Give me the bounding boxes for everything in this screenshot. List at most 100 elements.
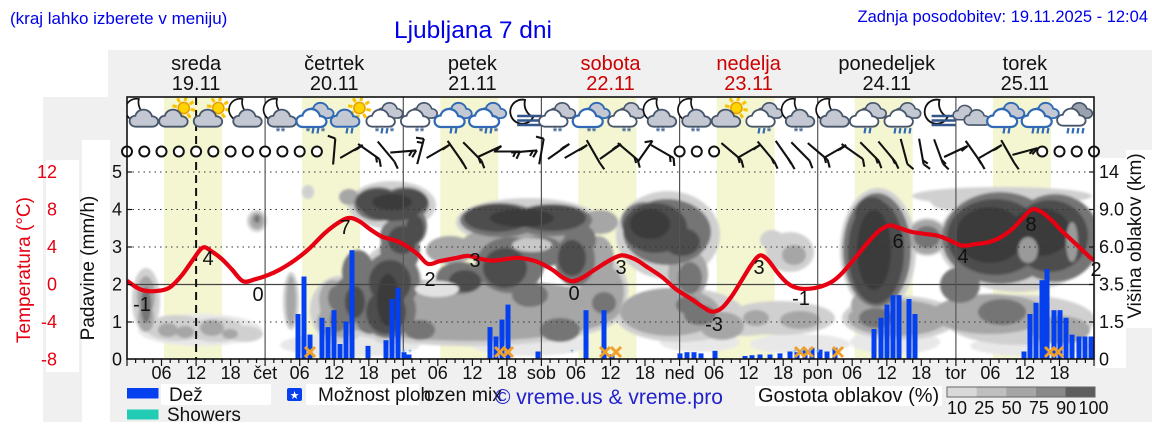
svg-text:2: 2 (1090, 259, 1101, 281)
svg-text:2: 2 (112, 275, 122, 295)
svg-text:23.11: 23.11 (724, 73, 773, 95)
svg-text:0: 0 (47, 275, 57, 295)
svg-text:© vreme.us & vreme.pro: © vreme.us & vreme.pro (495, 386, 723, 409)
svg-text:sreda: sreda (171, 53, 222, 75)
svg-text:06: 06 (842, 363, 862, 383)
svg-text:*: * (415, 126, 420, 138)
svg-text:0: 0 (1099, 350, 1109, 370)
svg-text:*: * (816, 348, 820, 359)
svg-text:12: 12 (877, 363, 897, 383)
svg-text:*: * (661, 126, 666, 138)
svg-text:*: * (479, 126, 484, 138)
svg-text:12: 12 (462, 363, 482, 383)
svg-text:tor: tor (945, 363, 966, 383)
svg-text:sobota: sobota (580, 53, 641, 75)
svg-text:Ljubljana 7 dni: Ljubljana 7 dni (394, 17, 552, 44)
svg-text:50: 50 (1002, 398, 1022, 418)
svg-text:12: 12 (186, 363, 206, 383)
svg-text:3: 3 (615, 257, 626, 279)
svg-text:12: 12 (600, 363, 620, 383)
svg-text:10: 10 (947, 398, 967, 418)
svg-text:18: 18 (497, 363, 517, 383)
svg-text:Showers: Showers (167, 405, 241, 426)
svg-text:*: * (767, 126, 772, 138)
svg-text:06: 06 (704, 363, 724, 383)
svg-text:-1: -1 (133, 294, 151, 316)
svg-text:*: * (375, 126, 380, 138)
svg-text:4: 4 (47, 237, 57, 257)
svg-text:Padavine (mm/h): Padavine (mm/h) (78, 196, 99, 341)
svg-text:100: 100 (1078, 398, 1108, 418)
svg-text:*: * (691, 126, 696, 138)
svg-text:8: 8 (1025, 214, 1036, 236)
svg-text:06: 06 (980, 363, 1000, 383)
svg-text:*: * (656, 126, 661, 138)
svg-text:0: 0 (112, 350, 122, 370)
svg-text:90: 90 (1056, 398, 1076, 418)
svg-text:Višina oblakov (km): Višina oblakov (km) (1125, 153, 1146, 318)
svg-text:*: * (592, 126, 597, 138)
svg-text:*: * (390, 126, 395, 138)
svg-text:*: * (570, 348, 574, 359)
svg-text:ned: ned (665, 363, 695, 383)
svg-text:*: * (793, 348, 797, 359)
svg-text:25: 25 (974, 398, 994, 418)
svg-text:22.11: 22.11 (586, 73, 635, 95)
svg-text:4: 4 (112, 200, 122, 220)
svg-text:6: 6 (892, 231, 903, 253)
svg-text:pet: pet (391, 363, 416, 383)
svg-text:6.0: 6.0 (1099, 237, 1124, 257)
svg-text:*: * (799, 126, 804, 138)
svg-text:Dež: Dež (169, 385, 203, 406)
svg-text:(kraj lahko izberete v meniju): (kraj lahko izberete v meniju) (10, 9, 227, 28)
svg-text:8: 8 (47, 200, 57, 220)
svg-text:12: 12 (739, 363, 759, 383)
svg-text:čet: čet (253, 363, 277, 383)
svg-text:12: 12 (1015, 363, 1035, 383)
svg-text:*: * (408, 348, 412, 359)
svg-text:3: 3 (469, 250, 480, 272)
svg-text:*: * (800, 348, 804, 359)
svg-text:*: * (622, 126, 627, 138)
svg-text:četrtek: četrtek (304, 53, 365, 75)
svg-text:*: * (281, 126, 286, 138)
svg-text:*: * (794, 126, 799, 138)
svg-text:18: 18 (359, 363, 379, 383)
svg-text:*: * (306, 126, 311, 138)
svg-text:18: 18 (911, 363, 931, 383)
svg-text:*: * (321, 126, 326, 138)
svg-text:1.5: 1.5 (1099, 312, 1124, 332)
svg-text:-3: -3 (705, 314, 723, 336)
svg-text:18: 18 (221, 363, 241, 383)
svg-text:3: 3 (112, 237, 122, 257)
svg-text:sob: sob (527, 363, 556, 383)
svg-text:4: 4 (957, 246, 968, 268)
svg-text:25.11: 25.11 (1001, 73, 1050, 95)
svg-text:12: 12 (324, 363, 344, 383)
svg-text:19.11: 19.11 (172, 73, 221, 95)
svg-text:*: * (627, 126, 632, 138)
svg-text:ponedeljek: ponedeljek (838, 53, 936, 75)
svg-text:5: 5 (112, 162, 122, 182)
svg-text:nedelja: nedelja (716, 53, 781, 75)
svg-text:petek: petek (448, 53, 498, 75)
svg-text:ozen mix: ozen mix (424, 384, 502, 406)
svg-text:*: * (587, 126, 592, 138)
svg-text:0: 0 (252, 284, 263, 306)
svg-text:1: 1 (112, 312, 122, 332)
svg-text:06: 06 (290, 363, 310, 383)
svg-text:75: 75 (1029, 398, 1049, 418)
svg-text:Zadnja posodobitev: 19.11.2025: Zadnja posodobitev: 19.11.2025 - 12:04 (858, 8, 1149, 26)
svg-text:Gostota oblakov (%): Gostota oblakov (%) (758, 385, 939, 407)
svg-text:06: 06 (428, 363, 448, 383)
svg-text:7: 7 (339, 217, 350, 239)
svg-text:0: 0 (568, 283, 579, 305)
svg-text:*: * (558, 126, 563, 138)
svg-text:12: 12 (37, 162, 57, 182)
svg-text:*: * (696, 126, 701, 138)
svg-text:*: * (808, 348, 812, 359)
svg-text:24.11: 24.11 (863, 73, 912, 95)
svg-text:torek: torek (1003, 53, 1048, 75)
svg-text:18: 18 (635, 363, 655, 383)
svg-text:*: * (276, 126, 281, 138)
